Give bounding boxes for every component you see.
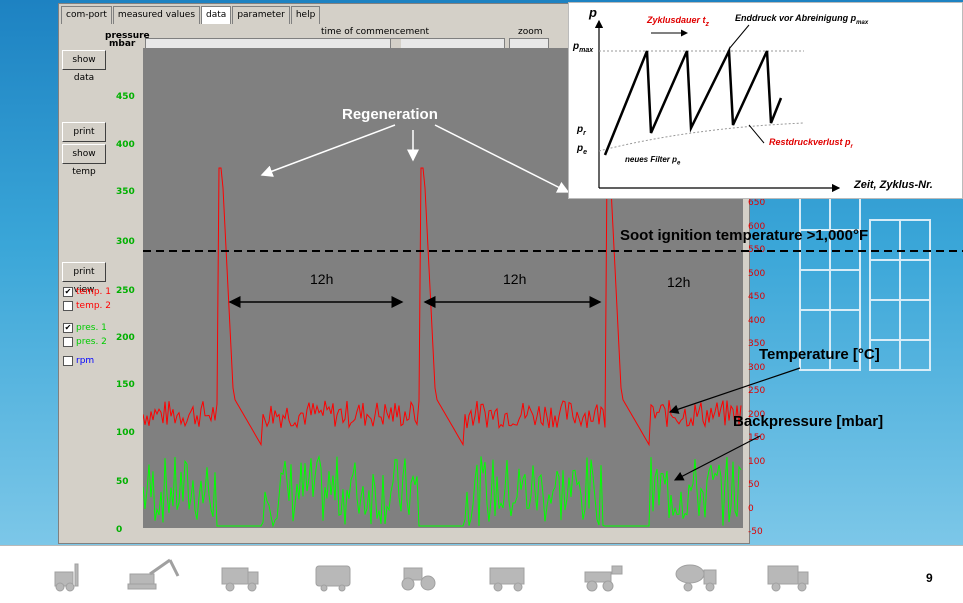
backpressure-label: Backpressure [mbar] xyxy=(733,413,884,430)
temperature-tick-label: 500 xyxy=(748,268,766,279)
temperature-tick-label: 100 xyxy=(748,456,766,467)
checkbox-box[interactable] xyxy=(63,337,73,347)
checkbox-label: temp. 2 xyxy=(76,301,111,311)
inset-pmax-label: pmax xyxy=(573,41,594,54)
bus-icon xyxy=(315,565,351,592)
interval-label-3: 12h xyxy=(667,274,691,290)
pressure-tick-label: 250 xyxy=(116,286,135,296)
temperature-tick-label: -50 xyxy=(748,527,763,537)
inset-sawtooth-line xyxy=(603,46,783,156)
checkbox-pres-2[interactable]: pres. 2 xyxy=(63,337,107,347)
checkbox-box[interactable]: ✔ xyxy=(63,323,73,333)
inset-pe-label: pe xyxy=(577,143,588,156)
inset-zyklusdauer-label: Zyklusdauer tz xyxy=(647,15,710,28)
wheel-loader-icon xyxy=(584,565,623,592)
tab-help[interactable]: help xyxy=(290,6,321,24)
pressure-tick-label: 350 xyxy=(116,187,135,197)
time-of-commencement-label: time of commencement xyxy=(321,27,429,37)
regeneration-arrow-3 xyxy=(434,124,570,193)
tab-com-port[interactable]: com-port xyxy=(61,6,112,24)
scrollbar-thumb[interactable] xyxy=(390,39,401,48)
zoom-label: zoom xyxy=(518,27,543,37)
garbage-truck-icon xyxy=(767,565,809,592)
checkbox-label: temp. 1 xyxy=(76,287,111,297)
page-number: 9 xyxy=(926,571,933,585)
inset-zeit-label: Zeit, Zyklus-Nr. xyxy=(854,179,933,191)
checkbox-temp-1[interactable]: ✔ temp. 1 xyxy=(63,287,111,297)
inset-restdruck-label: Restdruckverlust pr xyxy=(769,137,853,150)
temperature-tick-label: 0 xyxy=(748,503,754,514)
pressure-tick-label: 400 xyxy=(116,140,135,150)
interval-label-1: 12h xyxy=(310,271,334,287)
temperature-tick-label: 50 xyxy=(748,480,760,490)
pressure-axis-title: pressure xyxy=(105,31,150,41)
interval-label-2: 12h xyxy=(503,271,527,287)
regeneration-label: Regeneration xyxy=(342,106,438,123)
show-temp-button[interactable]: show temp xyxy=(62,144,106,177)
checkbox-box[interactable] xyxy=(63,301,73,311)
temperature-tick-label: 300 xyxy=(748,362,766,373)
road-roller-icon xyxy=(401,567,436,591)
backpressure-series-line xyxy=(143,454,742,528)
pressure-axis-unit: mbar xyxy=(109,39,136,49)
temperature-label: Temperature [°C] xyxy=(759,346,880,363)
inset-enddruck-label: Enddruck vor Abreinigung pmax xyxy=(735,13,869,26)
checkbox-label: pres. 2 xyxy=(76,337,107,347)
inset-p-label: p xyxy=(589,5,597,20)
temperature-pointer-arrow xyxy=(668,367,801,414)
excavator-icon xyxy=(127,558,180,590)
temperature-tick-label: 250 xyxy=(748,386,766,396)
inset-neues-filter-label: neues Filter pe xyxy=(625,155,681,167)
checkbox-label: rpm xyxy=(76,356,95,366)
temperature-tick-label: 350 xyxy=(748,339,766,349)
filter-cycle-diagram: p Zyklusdauer tz Enddruck vor Abreinigun… xyxy=(568,2,963,199)
print-view-button[interactable]: print view xyxy=(62,262,106,295)
pressure-tick-label: 300 xyxy=(116,237,135,247)
regeneration-arrow-1 xyxy=(260,124,396,177)
checkbox-label: pres. 1 xyxy=(76,323,107,333)
show-data-button[interactable]: show data xyxy=(62,50,106,83)
building-watermark-icon xyxy=(799,189,931,371)
footer-divider xyxy=(0,545,963,546)
concrete-mixer-icon xyxy=(675,564,717,592)
street-sweeper-icon xyxy=(489,567,525,592)
temperature-tick-label: 200 xyxy=(748,409,766,420)
inset-restdruck-leader xyxy=(748,124,765,144)
tab-parameter[interactable]: parameter xyxy=(232,6,290,24)
snowplow-truck-icon xyxy=(221,567,259,592)
tab-measured-values[interactable]: measured values xyxy=(112,6,201,24)
temperature-series-line xyxy=(143,167,742,447)
tab-bar: com-port measured values data parameter … xyxy=(61,6,321,24)
checkbox-temp-2[interactable]: temp. 2 xyxy=(63,301,111,311)
temperature-tick-label: 400 xyxy=(748,315,766,326)
temperature-tick-label: 450 xyxy=(748,292,766,302)
inset-pr-label: pr xyxy=(577,124,586,137)
annotation-overlay xyxy=(143,124,963,481)
checkbox-box[interactable]: ✔ xyxy=(63,287,73,297)
pressure-tick-label: 50 xyxy=(116,477,129,487)
soot-ignition-label: Soot ignition temperature >1,000°F xyxy=(620,227,869,244)
temperature-tick-label: 650 xyxy=(748,198,766,208)
pressure-tick-label: 0 xyxy=(116,525,123,535)
checkbox-pres-1[interactable]: ✔ pres. 1 xyxy=(63,323,107,333)
forklift-icon xyxy=(54,563,79,592)
temperature-tick-label: 600 xyxy=(748,221,766,232)
inset-enddruck-leader xyxy=(728,24,750,50)
backpressure-pointer-arrow xyxy=(673,435,761,481)
checkbox-box[interactable] xyxy=(63,356,73,366)
checkbox-rpm[interactable]: rpm xyxy=(63,356,94,366)
footer-icon-bar: 9 xyxy=(0,546,963,603)
tab-data[interactable]: data xyxy=(201,6,232,24)
pressure-tick-label: 200 xyxy=(116,333,135,343)
pressure-tick-label: 450 xyxy=(116,92,135,102)
pressure-tick-label: 150 xyxy=(116,380,135,390)
pressure-tick-label: 100 xyxy=(116,428,135,438)
